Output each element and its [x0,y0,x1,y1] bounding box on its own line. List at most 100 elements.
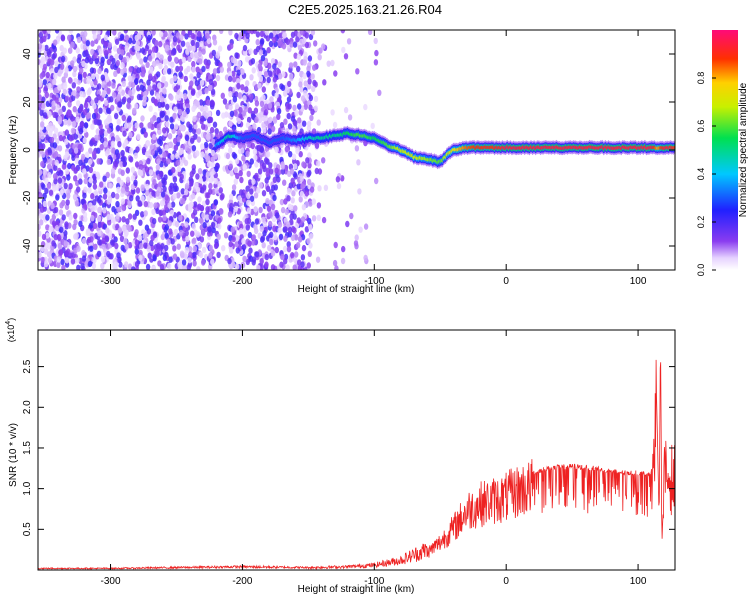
noise-blob [188,126,193,133]
noise-blob [373,37,378,45]
noise-blob [120,187,126,194]
noise-blob [92,257,97,264]
noise-blob [43,248,49,255]
noise-blob [148,55,153,62]
noise-blob [308,224,313,231]
noise-blob [188,246,193,253]
noise-blob [159,200,165,207]
noise-blob [254,116,259,124]
noise-blob [294,234,299,241]
noise-blob [299,175,304,183]
noise-blob [296,53,302,61]
noise-blob [301,161,306,168]
noise-blob [91,73,96,80]
noise-blob [261,216,266,223]
noise-blob [42,169,48,176]
noise-blob [51,53,56,60]
noise-blob [246,192,251,199]
noise-blob [76,57,82,64]
noise-blob [97,239,102,246]
noise-blob [266,205,272,212]
noise-blob [278,38,283,45]
noise-blob [41,143,46,150]
noise-blob [163,58,168,65]
noise-blob [184,229,189,237]
noise-blob [172,75,178,82]
noise-blob [122,56,127,64]
noise-blob [183,253,189,260]
y-tick-label: 2.0 [22,400,33,414]
noise-blob [98,107,103,114]
noise-blob [181,198,186,205]
noise-blob [45,214,50,221]
noise-blob [234,32,239,40]
noise-blob [88,147,93,154]
noise-blob [311,215,317,222]
noise-blob [236,82,241,90]
noise-blob [151,190,156,197]
noise-blob [236,117,242,125]
noise-blob [134,229,139,236]
noise-blob [125,176,131,183]
noise-blob [310,30,316,36]
noise-blob [191,192,196,200]
noise-blob [124,199,129,206]
noise-blob [119,33,125,40]
noise-blob [263,115,268,122]
noise-blob [206,192,211,199]
noise-blob [343,53,349,60]
noise-blob [156,71,161,78]
noise-blob [76,86,81,93]
noise-blob [280,253,285,261]
noise-blob [51,185,57,192]
noise-blob [128,131,133,139]
noise-blob [259,100,265,108]
noise-blob [80,263,85,270]
noise-blob [268,210,273,218]
noise-blob [293,120,298,127]
noise-blob [267,102,273,109]
noise-blob [199,236,205,243]
noise-blob [235,247,240,254]
noise-blob [155,93,161,100]
noise-blob [363,223,369,230]
noise-blob [103,99,109,107]
noise-blob [55,104,60,111]
noise-blob [84,57,90,64]
noise-blob [238,189,244,196]
noise-blob [178,264,183,270]
noise-blob [205,171,211,178]
noise-blob [120,198,126,205]
noise-blob [79,105,84,113]
noise-blob [180,188,185,195]
noise-blob [189,201,194,208]
noise-blob [75,47,81,54]
noise-blob [171,49,176,56]
noise-blob [164,204,169,211]
noise-blob [172,176,178,183]
noise-blob [205,62,210,69]
noise-blob [130,166,136,173]
noise-blob [161,76,166,84]
noise-blob [160,101,166,108]
noise-blob [136,133,141,140]
noise-blob [201,246,207,254]
noise-blob [274,246,279,254]
noise-blob [150,149,155,156]
colorbar-tick-label: 0.4 [696,168,706,181]
noise-blob [147,122,152,129]
noise-blob [38,87,42,95]
noise-blob [206,161,212,168]
noise-blob [46,48,51,56]
noise-blob [42,35,47,43]
noise-blob [67,109,72,117]
noise-blob [247,240,252,247]
noise-blob [363,103,368,111]
noise-blob [66,192,71,200]
noise-blob [145,61,150,68]
noise-blob [97,230,102,237]
noise-blob [124,122,129,129]
noise-blob [167,220,172,227]
noise-blob [76,186,81,193]
noise-blob [248,247,253,254]
